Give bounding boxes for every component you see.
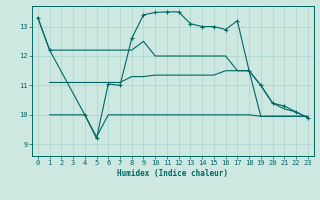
X-axis label: Humidex (Indice chaleur): Humidex (Indice chaleur) [117, 169, 228, 178]
